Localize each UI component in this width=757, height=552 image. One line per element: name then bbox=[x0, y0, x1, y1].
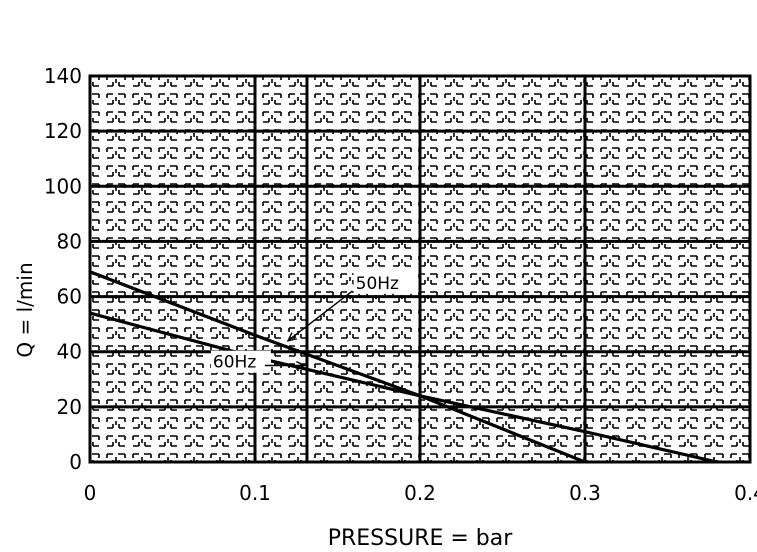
series-line-1 bbox=[89, 311, 718, 464]
plot-frame bbox=[88, 74, 752, 464]
series-label-1: 60Hz bbox=[213, 353, 256, 373]
series-lines bbox=[89, 270, 718, 464]
series-annotations: 50Hz 60Hz bbox=[210, 271, 414, 373]
x-tick-label: 0.3 bbox=[569, 481, 601, 505]
y-tick-label: 140 bbox=[44, 64, 82, 88]
y-tick-label: 0 bbox=[69, 450, 82, 474]
series-label-0: 50Hz bbox=[356, 274, 399, 294]
annotation-leader-0 bbox=[287, 290, 353, 342]
x-tick-labels: 0 0.1 0.2 0.3 0.4 bbox=[84, 481, 757, 505]
x-tick-label: 0.1 bbox=[239, 481, 271, 505]
x-tick-label: 0.2 bbox=[404, 481, 436, 505]
x-tick-label: 0 bbox=[84, 481, 97, 505]
x-axis-title: PRESSURE = bar bbox=[328, 526, 514, 551]
x-tick-label: 0.4 bbox=[734, 481, 757, 505]
y-tick-label: 60 bbox=[57, 285, 82, 309]
y-axis-title: Q = l/min bbox=[13, 262, 37, 357]
annotation-background bbox=[353, 271, 414, 294]
y-tick-label: 80 bbox=[57, 229, 82, 253]
annotation-arrowhead-1 bbox=[296, 360, 307, 371]
annotation-background bbox=[210, 350, 271, 373]
y-tick-label: 120 bbox=[44, 119, 82, 143]
y-tick-label: 100 bbox=[44, 174, 82, 198]
y-tick-label: 20 bbox=[57, 395, 82, 419]
y-tick-label: 40 bbox=[57, 340, 82, 364]
annotation-arrowhead-0 bbox=[286, 332, 297, 342]
series-line-0 bbox=[89, 270, 586, 464]
y-tick-labels: 0 20 40 60 80 100 120 140 bbox=[44, 64, 82, 474]
